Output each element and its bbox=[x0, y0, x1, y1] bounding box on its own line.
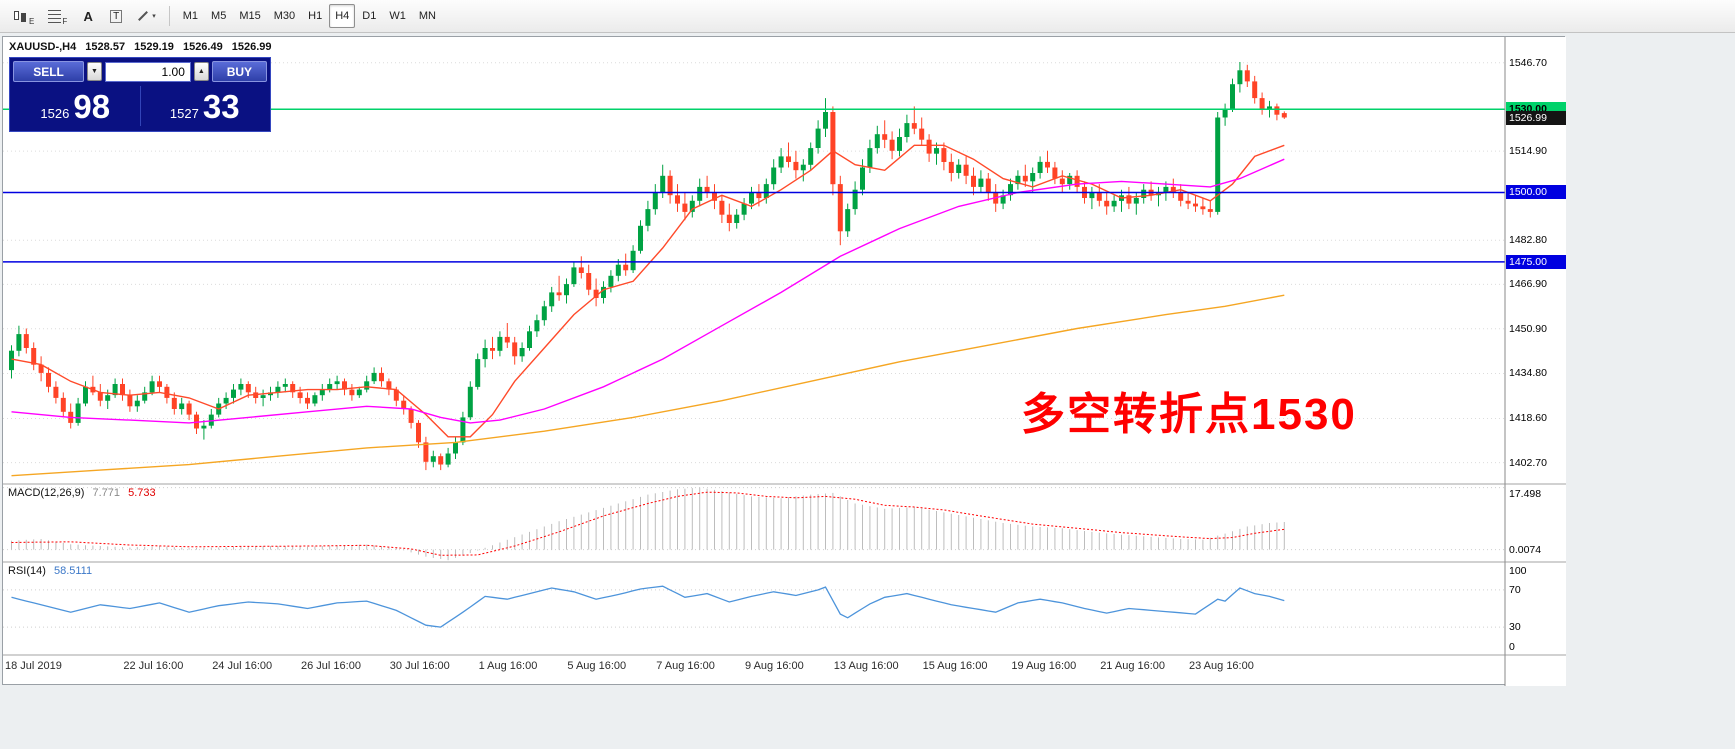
text-label-icon: A bbox=[83, 8, 93, 24]
triangle-down-icon: ▼ bbox=[91, 68, 98, 75]
ohlc-close: 1526.99 bbox=[231, 41, 272, 53]
price-axis-background bbox=[1505, 37, 1566, 686]
sell-price: 1526 98 bbox=[13, 84, 138, 128]
macd-signal-line bbox=[11, 491, 1285, 556]
timeframe-button-group: M1 M5 M15 M30 H1 H4 D1 W1 MN bbox=[177, 4, 442, 28]
ma-line-mid bbox=[11, 158, 1285, 424]
toolbar-separator bbox=[168, 6, 170, 26]
trade-prices-row: 1526 98 1527 33 bbox=[13, 84, 267, 128]
timeframe-button-M30[interactable]: M30 bbox=[273, 10, 296, 22]
timeframe-button-H4[interactable]: H4 bbox=[329, 4, 356, 28]
macd-signal-value: 5.733 bbox=[128, 487, 156, 499]
buy-price-main: 1527 bbox=[169, 106, 199, 121]
tool-sub-label: F bbox=[62, 17, 68, 26]
candlestick-chart-button[interactable]: E bbox=[7, 4, 40, 28]
rsi-label: RSI(14) bbox=[8, 565, 46, 577]
candlestick-chart-icon bbox=[13, 9, 28, 24]
price-divider bbox=[139, 86, 141, 126]
macd-main-value: 7.771 bbox=[92, 487, 121, 499]
macd-label: MACD(12,26,9) bbox=[8, 487, 85, 499]
volume-increase-button[interactable]: ▲ bbox=[193, 62, 209, 81]
timeframe-button-H1[interactable]: H1 bbox=[308, 10, 323, 22]
symbol-header: XAUUSD-,H4 1528.57 1529.19 1526.49 1526.… bbox=[9, 41, 278, 53]
timeframe-button-M5[interactable]: M5 bbox=[211, 10, 227, 22]
ohlc-high: 1529.19 bbox=[134, 41, 174, 53]
bar-list-button[interactable]: F bbox=[42, 4, 73, 28]
chevron-down-icon: ▾ bbox=[152, 13, 156, 20]
buy-price-pips: 33 bbox=[202, 88, 240, 125]
one-click-trading-panel: SELL ▼ ▲ BUY 1526 98 1527 33 bbox=[9, 57, 271, 132]
rsi-header: RSI(14) 58.5111 bbox=[8, 565, 97, 577]
rsi-value: 58.5111 bbox=[53, 565, 93, 577]
text-box-icon: T bbox=[110, 9, 123, 23]
pencil-icon bbox=[138, 11, 149, 21]
ohlc-open: 1528.57 bbox=[85, 41, 126, 53]
timeframe-button-MN[interactable]: MN bbox=[418, 10, 436, 22]
macd-header: MACD(12,26,9) 7.771 5.733 bbox=[8, 487, 161, 499]
tool-sub-label: E bbox=[29, 17, 35, 26]
chart-window: 1546.70 1530.00 1526.99 1514.90 1500.00 1482.… bbox=[2, 36, 1566, 686]
volume-input[interactable] bbox=[104, 61, 191, 82]
buy-button[interactable]: BUY bbox=[211, 61, 267, 82]
bar-list-icon bbox=[48, 10, 62, 23]
text-label-button[interactable]: A bbox=[75, 4, 101, 28]
ma-line-fast bbox=[11, 144, 1285, 438]
timeframe-button-M15[interactable]: M15 bbox=[239, 10, 261, 22]
chart-canvas[interactable] bbox=[3, 37, 1566, 686]
sell-price-pips: 98 bbox=[73, 88, 111, 125]
indicator-gridlines bbox=[3, 487, 1505, 628]
volume-decrease-button[interactable]: ▼ bbox=[87, 62, 102, 81]
chart-annotation-text[interactable]: 多空转折点1530 bbox=[1021, 390, 1357, 439]
triangle-up-icon: ▲ bbox=[197, 68, 205, 75]
ohlc-low: 1526.49 bbox=[182, 41, 223, 53]
timeframe-button-M1[interactable]: M1 bbox=[182, 10, 199, 22]
trade-controls-row: SELL ▼ ▲ BUY bbox=[13, 61, 267, 82]
timeframe-button-W1[interactable]: W1 bbox=[389, 10, 406, 22]
ma-line-slow bbox=[11, 294, 1285, 477]
symbol-name: XAUUSD-,H4 bbox=[9, 41, 77, 53]
timeframe-button-D1[interactable]: D1 bbox=[362, 10, 377, 22]
sell-price-main: 1526 bbox=[40, 106, 70, 121]
rsi-line bbox=[11, 585, 1285, 628]
buy-price: 1527 33 bbox=[143, 84, 268, 128]
toolbar: E F A T ▾ M1 M5 M15 M30 H1 H4 D1 W1 MN bbox=[0, 0, 1735, 33]
sell-button[interactable]: SELL bbox=[13, 61, 85, 82]
macd-histogram bbox=[11, 487, 1285, 561]
text-box-button[interactable]: T bbox=[103, 4, 129, 28]
draw-tools-button[interactable]: ▾ bbox=[131, 4, 162, 28]
